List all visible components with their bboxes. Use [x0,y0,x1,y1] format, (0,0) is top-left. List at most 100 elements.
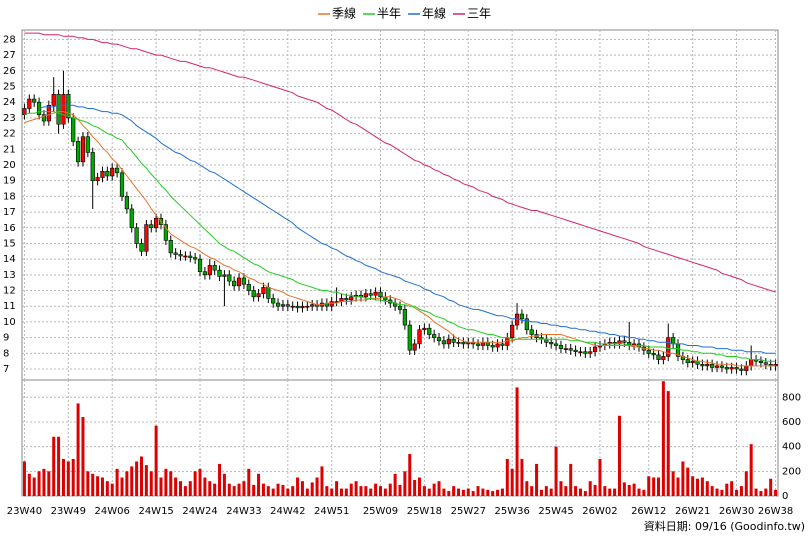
candle-body [549,342,554,345]
volume-bar [500,488,504,496]
volume-bar [242,481,246,496]
volume-bar [652,477,656,496]
candle-body [666,337,671,357]
y-tick-label: 19 [3,176,16,187]
volume-bar [691,476,695,496]
volume-tick-label: 400 [782,442,801,453]
volume-bar [222,473,226,496]
volume-bar [427,488,431,496]
ma-line [24,32,776,293]
candle-body [227,274,232,282]
volume-bar [710,486,714,496]
volume-bar [549,488,553,496]
x-tick-label: 24W06 [95,506,130,517]
volume-bar [96,476,100,496]
volume-bar [276,483,280,496]
candle-body [685,359,690,364]
volume-bar [359,486,363,496]
candle-body [461,342,466,345]
candle-body [412,343,417,351]
volume-bar [603,486,607,496]
candle-body [710,364,715,368]
volume-bar [174,477,178,496]
y-tick-label: 11 [3,301,16,312]
volume-bar [749,444,753,496]
y-tick-label: 18 [3,191,16,202]
volume-bar [422,486,426,496]
candle-body [41,114,47,122]
candle-body [558,345,564,349]
candle-body [622,340,627,343]
candle-body [436,337,442,342]
candle-body [568,348,573,351]
legend-label: 半年 [377,7,401,21]
candle-body [266,287,271,299]
candle-body [592,346,598,353]
volume-bar [383,488,387,496]
volume-bar [369,488,373,496]
candle-body [661,356,666,360]
volume-bar [466,488,470,496]
candle-body [110,167,115,177]
candle-body [197,258,203,273]
volume-bar [179,481,183,496]
candle-body [344,298,349,301]
candle-body [485,342,490,346]
candle-body [305,305,310,308]
candle-body [573,349,578,353]
y-tick-label: 13 [3,270,16,281]
volume-bar [159,477,163,496]
x-tick-label: 24W51 [314,506,349,517]
y-tick-label: 12 [3,286,16,297]
volume-bar [622,482,626,496]
candle-body [134,227,139,244]
x-tick-label: 25W36 [495,506,530,517]
volume-bar [37,471,41,496]
volume-bar [305,488,309,496]
volume-bar [715,488,719,496]
volume-bar [291,486,295,496]
candle-body [422,327,427,331]
candle-body [202,271,208,276]
volume-bar [764,488,768,496]
candle-body [212,265,217,271]
volume-bar [393,473,397,496]
volume-bar [52,436,56,496]
volume-bar [442,488,446,496]
volume-bar [193,471,197,496]
volume-bar [457,488,461,496]
volume-bar [91,473,95,496]
candle-body [149,224,154,229]
volume-bar [759,491,763,496]
volume-bar [510,468,514,496]
candle-body [300,305,305,309]
candle-body [417,329,422,345]
x-tick-label: 26W38 [758,506,793,517]
volume-bar [320,466,324,496]
volume-bar [754,488,758,496]
candle-body [583,351,588,354]
volume-tick-label: 600 [782,417,801,428]
volume-bar [686,467,690,496]
y-tick-label: 14 [3,254,16,265]
volume-bar [164,468,168,496]
candle-body [129,208,134,229]
volume-bar [354,481,358,496]
candle-body [705,364,710,367]
volume-bar [588,481,592,496]
volume-bar [671,471,675,496]
volume-bar [300,481,304,496]
volume-bar [115,468,119,496]
volume-bar [271,488,275,496]
volume-bar [330,488,334,496]
volume-bar [554,446,558,496]
volume-bar [169,471,173,496]
x-tick-label: 26W21 [675,506,710,517]
volume-bar [105,481,109,496]
candle-body [46,105,51,122]
volume-bar [213,483,217,496]
volume-bar [247,468,251,496]
x-tick-label: 25W09 [363,506,398,517]
candle-body [432,334,437,338]
